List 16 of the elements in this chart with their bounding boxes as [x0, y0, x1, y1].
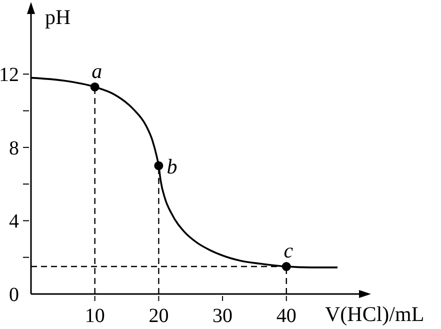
point: [154, 161, 164, 170]
y-tick-label: 0: [9, 284, 19, 306]
y-axis-title: pH: [45, 5, 71, 29]
point: [282, 262, 291, 272]
annotation: c: [284, 238, 294, 263]
y-tick-label: 12: [0, 64, 19, 86]
annotation: a: [92, 58, 102, 83]
point: [90, 82, 100, 92]
y-tick-label: 8: [9, 137, 19, 160]
annotation: b: [166, 154, 178, 179]
x-tick-label: 10: [84, 305, 105, 327]
x-tick-label: 30: [212, 305, 233, 327]
x-axis-title: V(HCl)/mL: [325, 302, 424, 326]
x-tick-label: 20: [148, 305, 169, 327]
x-tick-label: 40: [276, 305, 296, 327]
y-tick-label: 4: [9, 210, 19, 233]
